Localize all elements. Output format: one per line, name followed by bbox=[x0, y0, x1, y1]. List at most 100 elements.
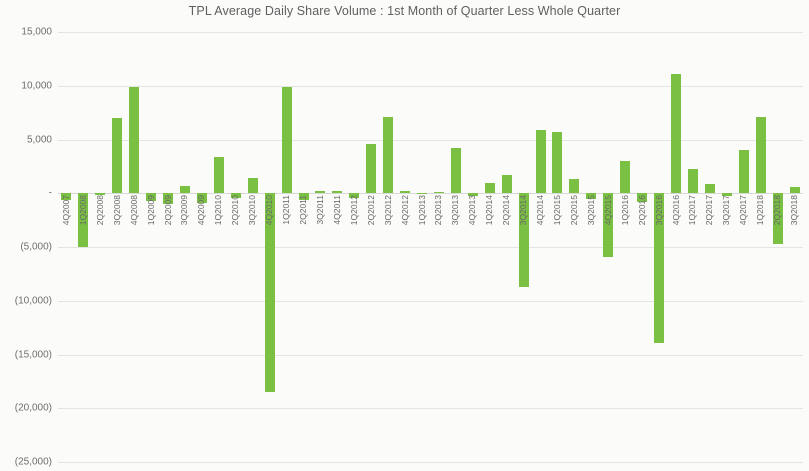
bar[interactable] bbox=[637, 193, 648, 202]
gridline bbox=[58, 139, 803, 141]
bar[interactable] bbox=[450, 148, 461, 194]
x-axis-tick-label: 4Q2009 bbox=[196, 195, 207, 226]
x-axis-tick-label: 2Q2011 bbox=[298, 195, 309, 225]
bar[interactable] bbox=[163, 193, 174, 204]
x-axis-tick-label: 4Q2016 bbox=[670, 195, 681, 226]
x-axis-tick-label: 3Q2008 bbox=[111, 195, 122, 226]
bar[interactable] bbox=[78, 193, 89, 247]
x-axis-tick-label: 4Q2013 bbox=[467, 195, 478, 226]
bar[interactable] bbox=[755, 116, 766, 194]
x-axis-tick-label: 3Q2017 bbox=[721, 195, 732, 226]
bar[interactable] bbox=[518, 193, 529, 287]
bar-slot: 2Q2014 bbox=[498, 32, 515, 462]
bar[interactable] bbox=[535, 129, 546, 194]
x-axis-tick-label: 1Q2015 bbox=[551, 195, 562, 226]
bar[interactable] bbox=[247, 178, 258, 194]
bar-slot: 4Q2008 bbox=[126, 32, 143, 462]
bar-slot: 3Q2009 bbox=[177, 32, 194, 462]
x-axis-tick-label: 1Q2018 bbox=[755, 195, 766, 226]
bar[interactable] bbox=[772, 193, 783, 244]
bar-slot: 4Q2017 bbox=[735, 32, 752, 462]
x-axis-tick-label: 3Q2010 bbox=[247, 195, 258, 226]
x-axis-tick-label: 4Q2011 bbox=[331, 195, 342, 225]
bar[interactable] bbox=[366, 143, 377, 194]
bar[interactable] bbox=[179, 185, 190, 194]
bar[interactable] bbox=[112, 118, 123, 194]
bar-slot: 1Q2017 bbox=[684, 32, 701, 462]
bar[interactable] bbox=[213, 156, 224, 194]
gridline bbox=[58, 85, 803, 87]
bar-slot: 4Q2016 bbox=[668, 32, 685, 462]
bar[interactable] bbox=[332, 191, 343, 194]
bar[interactable] bbox=[654, 193, 665, 343]
bar-slot: 3Q2008 bbox=[109, 32, 126, 462]
bar[interactable] bbox=[400, 191, 411, 194]
bar[interactable] bbox=[383, 116, 394, 194]
bar[interactable] bbox=[586, 193, 597, 199]
bar[interactable] bbox=[146, 193, 157, 201]
bar[interactable] bbox=[738, 150, 749, 194]
gridline bbox=[58, 408, 803, 410]
gridline bbox=[58, 247, 803, 248]
x-axis-tick-label: 2Q2012 bbox=[365, 195, 376, 226]
bar[interactable] bbox=[721, 193, 732, 197]
x-axis-tick-label: 3Q2015 bbox=[585, 195, 596, 226]
bar[interactable] bbox=[484, 182, 495, 194]
y-axis-tick-label: (20,000) bbox=[14, 402, 52, 414]
bar[interactable] bbox=[61, 193, 72, 200]
bar[interactable] bbox=[230, 193, 241, 198]
y-axis-tick-label: 10,000 bbox=[21, 80, 52, 92]
x-axis-tick-label: 1Q2008 bbox=[77, 195, 88, 226]
bar[interactable] bbox=[417, 193, 428, 195]
bar-slot: 2Q2008 bbox=[92, 32, 109, 462]
bar-slot: 3Q2013 bbox=[447, 32, 464, 462]
bar[interactable] bbox=[129, 86, 140, 194]
bar[interactable] bbox=[298, 193, 309, 200]
x-axis-tick-label: 2Q2016 bbox=[636, 195, 647, 226]
bar-slot: 1Q2012 bbox=[346, 32, 363, 462]
gridline bbox=[58, 462, 803, 463]
bar-slot: 2Q2010 bbox=[227, 32, 244, 462]
bar-series: 4Q2007 1Q2008 2Q2008 3Q2008 4Q2008 1Q2009 2Q20… bbox=[58, 32, 803, 462]
y-axis-tick-label: (15,000) bbox=[14, 349, 52, 360]
bar[interactable] bbox=[95, 193, 106, 196]
bar[interactable] bbox=[433, 192, 444, 194]
bar-slot: 1Q2008 bbox=[75, 32, 92, 462]
bar[interactable] bbox=[281, 86, 292, 194]
bar-slot: 2Q2011 bbox=[295, 32, 312, 462]
x-axis-tick-label: 4Q2007 bbox=[60, 195, 71, 226]
bar[interactable] bbox=[315, 191, 326, 194]
bar[interactable] bbox=[264, 193, 275, 393]
bar-slot: 3Q2014 bbox=[515, 32, 532, 462]
bar-slot: 3Q2015 bbox=[583, 32, 600, 462]
y-axis-tick-label: 15,000 bbox=[21, 26, 52, 38]
x-axis-tick-label: 1Q2010 bbox=[213, 195, 224, 226]
x-axis-tick-label: 1Q2016 bbox=[619, 195, 630, 226]
bar[interactable] bbox=[671, 73, 681, 194]
bar[interactable] bbox=[789, 186, 800, 194]
x-axis-tick-label: 4Q2017 bbox=[738, 195, 749, 226]
bar[interactable] bbox=[349, 193, 360, 198]
plot-area: 4Q2007 1Q2008 2Q2008 3Q2008 4Q2008 1Q2009 2Q20… bbox=[58, 32, 803, 463]
bar[interactable] bbox=[603, 193, 614, 257]
bar-slot: 3Q2018 bbox=[786, 32, 803, 462]
bar-slot: 4Q2007 bbox=[58, 32, 75, 462]
x-axis-tick-label: 3Q2013 bbox=[450, 195, 461, 226]
bar-slot: 1Q2013 bbox=[414, 32, 431, 462]
x-axis-tick-label: 4Q2014 bbox=[535, 195, 546, 226]
bar[interactable] bbox=[467, 193, 478, 197]
bar[interactable] bbox=[687, 168, 698, 194]
x-axis-tick-label: 1Q2017 bbox=[687, 195, 698, 226]
bar[interactable] bbox=[552, 131, 563, 194]
bar[interactable] bbox=[501, 174, 512, 194]
bar[interactable] bbox=[196, 193, 207, 203]
y-axis-tick-label: - bbox=[48, 187, 52, 199]
bar[interactable] bbox=[620, 161, 631, 194]
bar[interactable] bbox=[704, 183, 715, 194]
bar-slot: 1Q2009 bbox=[143, 32, 160, 462]
bar[interactable] bbox=[569, 179, 580, 194]
x-axis-tick-label: 3Q2012 bbox=[382, 195, 393, 226]
x-axis-tick-label: 1Q2013 bbox=[416, 195, 427, 226]
bar-slot: 4Q2010 bbox=[261, 32, 278, 462]
